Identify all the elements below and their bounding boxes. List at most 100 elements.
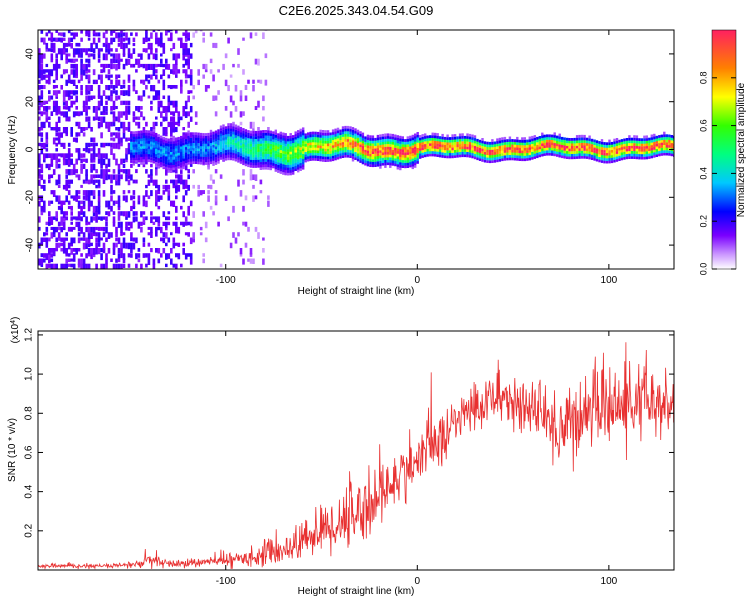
heat-cell — [249, 32, 253, 39]
heat-cell — [187, 148, 190, 152]
heat-cell — [155, 116, 158, 120]
x-tick-label: -100 — [216, 576, 236, 587]
heat-cell — [658, 148, 661, 152]
heat-cell — [85, 226, 88, 233]
heat-cell — [175, 169, 178, 174]
heat-cell — [170, 157, 173, 160]
heat-cell — [209, 129, 213, 133]
heat-cell — [531, 154, 534, 158]
y-tick-label: 1.2 — [24, 328, 35, 342]
heat-cell — [142, 216, 146, 223]
heat-cell — [77, 221, 81, 229]
heat-cell — [536, 136, 539, 140]
heat-cell — [528, 152, 531, 156]
heat-cell — [319, 129, 322, 133]
heat-cell — [155, 159, 158, 162]
heat-cell — [287, 172, 290, 176]
heat-cell — [349, 131, 352, 135]
heat-cell — [97, 32, 101, 37]
heat-cell — [147, 226, 151, 230]
heat-cell — [67, 263, 71, 267]
heat-cell — [419, 137, 422, 141]
heat-cell — [184, 144, 188, 148]
heat-cell — [38, 63, 41, 70]
heat-cell — [45, 137, 49, 145]
heat-cell — [232, 152, 235, 156]
heat-cell — [523, 147, 526, 151]
heat-cell — [192, 150, 195, 154]
heat-cell — [87, 58, 91, 64]
heat-cell — [132, 237, 136, 242]
heat-cell — [259, 138, 262, 142]
heat-cell — [57, 163, 61, 169]
heat-cell — [130, 141, 133, 145]
heat-cell — [267, 130, 270, 133]
heat-cell — [608, 152, 611, 156]
heat-cell — [628, 140, 631, 144]
heat-cell — [580, 145, 584, 149]
heat-cell — [212, 155, 215, 159]
heat-cell — [314, 142, 317, 145]
heat-cell — [90, 142, 93, 147]
heat-cell — [595, 156, 599, 159]
heat-cell — [115, 242, 118, 248]
heat-cell — [127, 169, 131, 176]
heat-cell — [580, 142, 584, 146]
heat-cell — [536, 139, 539, 143]
heat-cell — [167, 216, 171, 221]
heat-cell — [344, 131, 347, 134]
heat-cell — [222, 137, 225, 141]
heat-cell — [194, 132, 198, 136]
heat-cell — [57, 137, 61, 145]
heat-cell — [110, 48, 113, 52]
heat-cell — [247, 148, 250, 152]
heat-cell — [187, 146, 190, 149]
heat-cell — [498, 151, 502, 154]
heat-cell — [90, 216, 93, 223]
heat-cell — [257, 141, 260, 144]
heat-cell — [556, 154, 559, 157]
heat-cell — [302, 127, 305, 131]
heat-cell — [493, 159, 497, 163]
heat-cell — [155, 164, 158, 168]
heat-cell — [50, 48, 54, 53]
heat-cell — [77, 174, 81, 181]
heat-cell — [526, 152, 529, 156]
heat-cell — [125, 169, 128, 175]
heat-cell — [563, 142, 566, 146]
heat-cell — [269, 149, 272, 152]
heat-cell — [80, 58, 83, 64]
heat-cell — [65, 211, 68, 216]
heat-cell — [429, 135, 432, 138]
heat-cell — [473, 153, 477, 157]
heat-cell — [48, 106, 51, 110]
heat-cell — [87, 116, 91, 122]
heat-cell — [346, 141, 350, 145]
heat-cell — [152, 69, 156, 76]
heat-cell — [404, 165, 407, 169]
heat-cell — [438, 144, 442, 147]
heat-cell — [287, 138, 290, 142]
heat-cell — [152, 63, 156, 71]
heat-cell — [214, 141, 218, 144]
heat-cell — [77, 248, 81, 252]
heat-cell — [339, 142, 342, 146]
heat-cell — [38, 85, 41, 90]
heat-cell — [341, 152, 345, 156]
heat-cell — [43, 258, 46, 263]
heat-cell — [132, 42, 136, 47]
heat-cell — [566, 137, 569, 141]
heat-cell — [212, 144, 215, 148]
heat-cell — [623, 149, 626, 152]
heat-cell — [67, 169, 71, 176]
heat-cell — [130, 144, 133, 148]
heat-cell — [361, 151, 365, 154]
heat-cell — [92, 53, 96, 60]
heat-cell — [38, 158, 41, 165]
heat-cell — [386, 159, 390, 163]
heat-cell — [294, 168, 297, 171]
heat-cell — [167, 141, 170, 144]
heat-cell — [356, 148, 360, 151]
heat-cell — [292, 153, 295, 157]
heat-cell — [125, 226, 128, 231]
